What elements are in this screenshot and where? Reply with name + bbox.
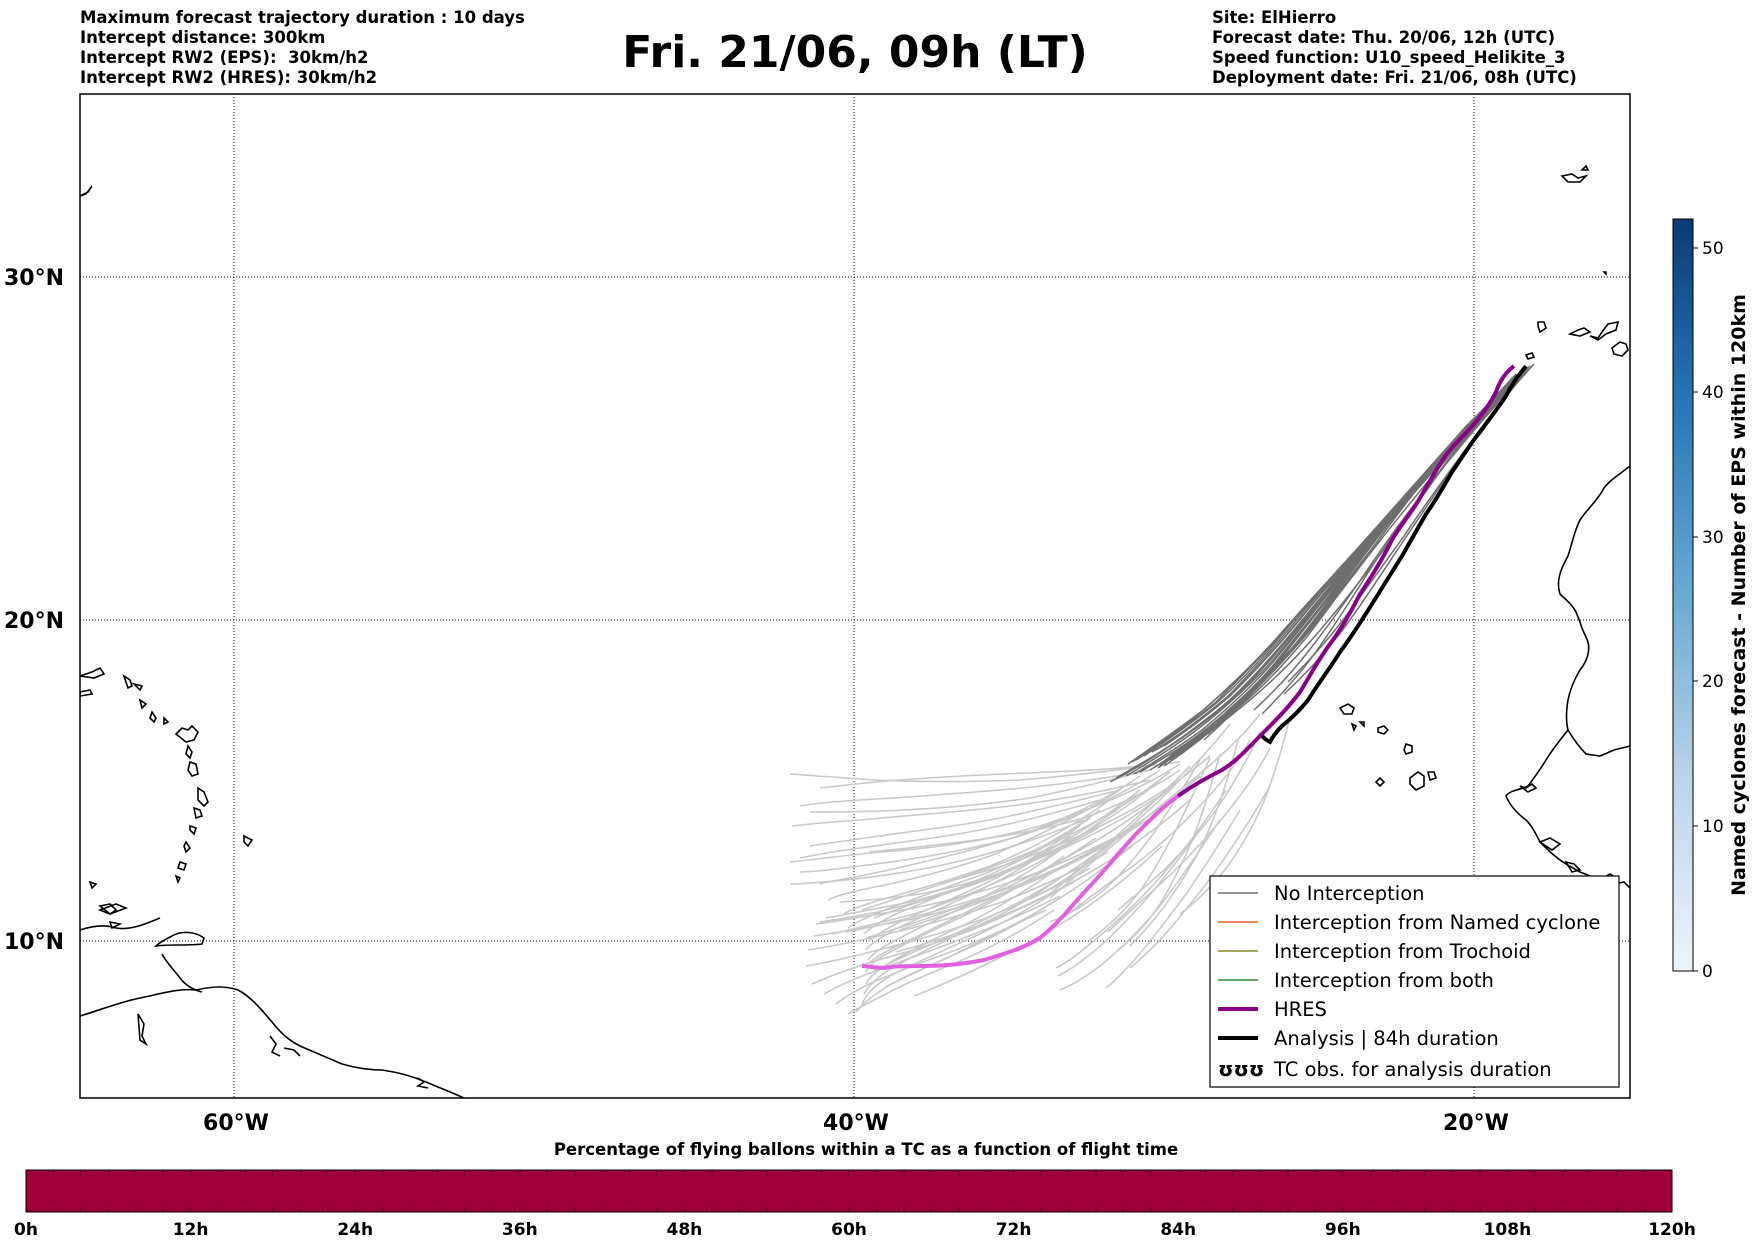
legend-label: Interception from both — [1274, 969, 1494, 992]
legend-item-trochoid: Interception from Trochoid — [1218, 940, 1531, 963]
max-duration-text: Maximum forecast trajectory duration : 1… — [80, 8, 525, 27]
bottom-bar-tick-label: 36h — [502, 1220, 538, 1240]
bottom-bar-tick-label: 60h — [831, 1220, 867, 1240]
intercept-distance-text: Intercept distance: 300km — [80, 28, 326, 47]
intercept-eps-text: Intercept RW2 (EPS): 30km/h2 — [80, 48, 369, 67]
forecast-date-text: Forecast date: Thu. 20/06, 12h (UTC) — [1212, 28, 1556, 47]
legend-item-both: Interception from both — [1218, 969, 1494, 992]
legend-item-hres: HRES — [1218, 998, 1327, 1021]
bottom-bar-fill — [25, 1169, 1673, 1213]
bottom-bar-title: Percentage of flying ballons within a TC… — [554, 1140, 1178, 1159]
legend-item-named-cyclone: Interception from Named cyclone — [1218, 911, 1600, 934]
intercept-hres-text: Intercept RW2 (HRES): 30km/h2 — [80, 68, 378, 87]
legend-label: Analysis | 84h duration — [1274, 1027, 1499, 1050]
bottom-bar-tick-label: 84h — [1160, 1220, 1196, 1240]
legend-label: HRES — [1274, 998, 1327, 1021]
lat-axis-labels: 30°N 20°N 10°N — [4, 266, 64, 955]
no-interception-trajectories — [1109, 363, 1535, 783]
bottom-bar-tick-label: 48h — [667, 1220, 703, 1240]
lon-label-20w: 20°W — [1443, 1111, 1509, 1136]
bottom-bar-tick-label: 24h — [337, 1220, 373, 1240]
cyclone-symbols-icon: ʊʊʊ — [1218, 1057, 1264, 1081]
colorbar-tick: 0 — [1702, 962, 1713, 982]
lon-axis-labels: 60°W 40°W 20°W — [203, 1111, 1509, 1136]
legend-item-no-interception: No Interception — [1218, 882, 1425, 905]
deployment-date-text: Deployment date: Fri. 21/06, 08h (UTC) — [1212, 68, 1577, 87]
lat-label-20n: 20°N — [4, 609, 64, 634]
coastlines — [80, 164, 1630, 1098]
colorbar-label: Named cyclones forecast - Number of EPS … — [1728, 294, 1750, 896]
bottom-bar-tick-label: 0h — [14, 1220, 38, 1240]
lon-label-40w: 40°W — [823, 1111, 889, 1136]
legend-label: No Interception — [1274, 882, 1425, 905]
legend-item-analysis: Analysis | 84h duration — [1218, 1027, 1499, 1050]
hres-trajectory-late — [861, 794, 1180, 971]
legend-label: Interception from Trochoid — [1274, 940, 1531, 963]
legend-box — [1209, 875, 1620, 1088]
lat-label-10n: 10°N — [4, 930, 64, 955]
light-trajectories — [789, 713, 1291, 1015]
page-title: Fri. 21/06, 09h (LT) — [622, 27, 1088, 78]
map-frame — [79, 93, 1631, 1099]
bottom-bar-tick-label: 72h — [996, 1220, 1032, 1240]
site-text: Site: ElHierro — [1212, 8, 1337, 27]
colorbar: 0 10 20 30 40 50 Named cyclones forecast… — [1672, 218, 1750, 982]
legend-item-tc-obs: ʊʊʊ TC obs. for analysis duration — [1218, 1057, 1552, 1081]
colorbar-tick: 20 — [1702, 672, 1724, 692]
legend: No Interception Interception from Named … — [1209, 875, 1620, 1088]
colorbar-tick: 40 — [1702, 383, 1724, 403]
bottom-bar-tick-label: 108h — [1484, 1220, 1532, 1240]
bottom-bar-tick-label: 120h — [1648, 1220, 1696, 1240]
colorbar-tick: 50 — [1702, 239, 1724, 259]
bottom-bar-tick-label: 96h — [1325, 1220, 1361, 1240]
colorbar-gradient — [1672, 218, 1694, 972]
colorbar-tick: 10 — [1702, 817, 1724, 837]
speed-function-text: Speed function: U10_speed_Helikite_3 — [1212, 48, 1566, 67]
lat-label-30n: 30°N — [4, 266, 64, 291]
lon-label-60w: 60°W — [203, 1111, 269, 1136]
hres-trajectory — [1176, 364, 1516, 798]
analysis-trajectory — [1260, 364, 1528, 745]
bottom-bar: Percentage of flying ballons within a TC… — [14, 1140, 1696, 1240]
colorbar-tick: 30 — [1702, 528, 1724, 548]
legend-label: TC obs. for analysis duration — [1273, 1058, 1552, 1081]
bottom-bar-tick-label: 12h — [173, 1220, 209, 1240]
legend-label: Interception from Named cyclone — [1274, 911, 1600, 934]
